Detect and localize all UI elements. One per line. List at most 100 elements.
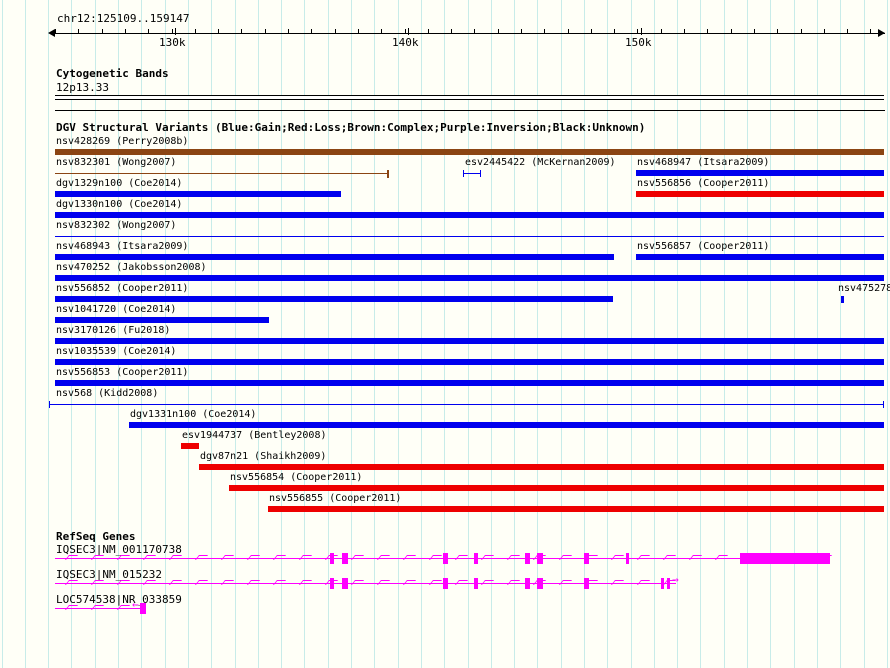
gridline: [468, 0, 469, 668]
dgv-feature-label: nsv475278: [838, 283, 890, 294]
dgv-feature-label: nsv1035539 (Coe2014): [56, 346, 177, 357]
gridline: [258, 0, 259, 668]
dgv-feature-bar[interactable]: [55, 296, 613, 302]
ruler-tick: [777, 29, 778, 34]
dgv-feature-label: nsv556853 (Cooper2011): [56, 367, 189, 378]
ruler-tick: [498, 29, 499, 34]
dgv-feature-bar[interactable]: [55, 212, 884, 218]
gridline: [304, 0, 305, 668]
dgv-feature-bar[interactable]: [55, 236, 884, 237]
gridline: [48, 0, 49, 668]
ruler-tick: [265, 29, 266, 34]
dgv-feature-bar[interactable]: [55, 338, 884, 344]
gridline: [840, 0, 841, 668]
ruler-tick: [801, 29, 802, 34]
gridline: [817, 0, 818, 668]
dgv-feature-bar[interactable]: [55, 317, 269, 323]
gene-exon[interactable]: [661, 578, 664, 589]
gene-exon[interactable]: [525, 553, 530, 564]
gene-exon[interactable]: [626, 553, 629, 564]
gridline: [514, 0, 515, 668]
dgv-feature-cap-right: [883, 401, 884, 408]
gridline: [561, 0, 562, 668]
gene-exon[interactable]: [443, 578, 448, 589]
ruler-tick: [637, 29, 638, 34]
ruler-major-tick: [175, 28, 176, 35]
gene-exon[interactable]: [140, 603, 146, 614]
dgv-feature-bar[interactable]: [55, 275, 884, 281]
gene-exon[interactable]: [330, 553, 334, 564]
gene-exon[interactable]: [525, 578, 530, 589]
ruler-tick: [172, 29, 173, 34]
ruler-tick: [731, 29, 732, 34]
gridline: [398, 0, 399, 668]
ruler-tick: [405, 29, 406, 34]
dgv-feature-bar[interactable]: [181, 443, 199, 449]
gene-exon[interactable]: [474, 578, 478, 589]
dgv-feature-bar[interactable]: [55, 173, 388, 174]
ruler-tick: [148, 29, 149, 34]
dgv-feature-label: nsv568 (Kidd2008): [56, 388, 159, 399]
ruler-tick: [125, 29, 126, 34]
gene-exon[interactable]: [443, 553, 448, 564]
gridline: [351, 0, 352, 668]
gene-exon[interactable]: [342, 578, 348, 589]
dgv-feature-bar[interactable]: [55, 254, 614, 260]
dgv-feature-bar[interactable]: [636, 170, 884, 176]
gridline: [864, 0, 865, 668]
gridline: [770, 0, 771, 668]
dgv-feature-label: dgv1329n100 (Coe2014): [56, 178, 183, 189]
dgv-feature-bar[interactable]: [55, 149, 884, 155]
ruler-tick: [521, 29, 522, 34]
gene-exon[interactable]: [330, 578, 334, 589]
dgv-feature-bar[interactable]: [55, 191, 341, 197]
ruler-tick: [241, 29, 242, 34]
dgv-feature-bar[interactable]: [129, 422, 884, 428]
dgv-feature-bar[interactable]: [636, 254, 884, 260]
dgv-feature-bar[interactable]: [636, 191, 884, 197]
cytoband-bar[interactable]: [55, 95, 884, 100]
ruler-tick: [544, 29, 545, 34]
ruler-tick: [428, 29, 429, 34]
dgv-feature-label: nsv556856 (Cooper2011): [637, 178, 770, 189]
dgv-feature-bar[interactable]: [268, 506, 884, 512]
ruler-tick: [684, 29, 685, 34]
gene-exon[interactable]: [474, 553, 478, 564]
dgv-feature-bar[interactable]: [841, 296, 844, 303]
gridline: [584, 0, 585, 668]
dgv-feature-bar[interactable]: [199, 464, 884, 470]
dgv-feature-bar[interactable]: [55, 380, 884, 386]
gridline: [677, 0, 678, 668]
ruler-tick: [661, 29, 662, 34]
dgv-feature-label: nsv556857 (Cooper2011): [637, 241, 770, 252]
cytoband-separator: [55, 110, 885, 111]
gene-exon[interactable]: [667, 578, 670, 589]
ruler-tick: [381, 29, 382, 34]
dgv-feature-bar[interactable]: [49, 404, 884, 405]
gene-intron-line[interactable]: [55, 608, 146, 609]
gene-direction-arrow: ←: [132, 598, 139, 611]
ruler-tick-label: 130k: [159, 36, 186, 49]
gridline: [724, 0, 725, 668]
gene-intron-line[interactable]: [55, 558, 830, 559]
gene-direction-arrow: →: [672, 573, 679, 586]
gene-exon[interactable]: [342, 553, 348, 564]
gridline: [281, 0, 282, 668]
gene-exon[interactable]: [537, 553, 543, 564]
gene-exon[interactable]: [537, 578, 543, 589]
dgv-feature-label: nsv832302 (Wong2007): [56, 220, 177, 231]
gene-exon[interactable]: [584, 578, 589, 589]
dgv-feature-label: nsv468947 (Itsara2009): [637, 157, 770, 168]
ruler-right-arrow: [878, 29, 885, 37]
dgv-feature-bar[interactable]: [55, 359, 884, 365]
gene-exon[interactable]: [740, 553, 830, 564]
gene-intron-line[interactable]: [55, 583, 676, 584]
gene-exon[interactable]: [584, 553, 589, 564]
ruler-tick: [754, 29, 755, 34]
dgv-feature-bar[interactable]: [463, 173, 481, 174]
dgv-feature-label: nsv468943 (Itsara2009): [56, 241, 189, 252]
dgv-feature-bar[interactable]: [229, 485, 884, 491]
dgv-feature-label: nsv1041720 (Coe2014): [56, 304, 177, 315]
gene-label: IQSEC3|NM_015232: [56, 568, 162, 581]
gridline: [188, 0, 189, 668]
